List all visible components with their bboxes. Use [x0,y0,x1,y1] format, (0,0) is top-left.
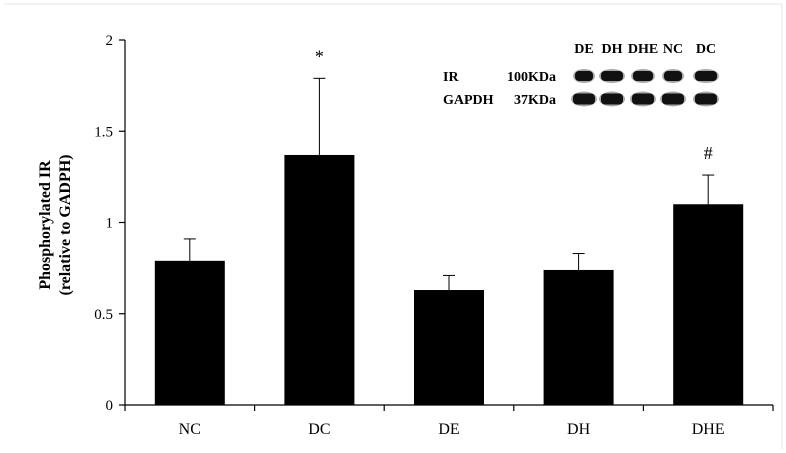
x-tick-label: DE [438,421,459,438]
y-axis-title-line2: (relative to GADPH) [57,155,74,296]
blot-bands [571,69,719,107]
x-tick-label: DC [308,421,330,438]
blot-band [633,71,653,81]
blot-lane-label: DC [696,42,716,57]
blot-band [575,71,593,81]
blot-band [601,71,623,81]
blot-protein-label: IR [443,70,459,85]
y-axis-title: Phosphorylated IR (relative to GADPH) [37,155,74,296]
y-tick-label: 0.5 [94,307,113,323]
blot-weight-label: 37KDa [514,93,556,108]
error-bars [183,77,715,291]
bar-dhe [673,204,744,405]
blot-lane-label: DE [574,42,593,57]
blot-weight-label: 100KDa [507,70,556,85]
bar-de [414,290,484,405]
y-tick-label: 1.5 [94,124,113,140]
blot-lane-labels: DE DH DHE NC DC [574,42,716,57]
x-axis-ticks: NC DC DE DH DHE [124,405,774,438]
bar-nc [154,260,225,405]
bar-dc [284,154,355,405]
y-axis-ticks: 0 0.5 1 1.5 2 [94,33,125,414]
y-tick-label: 2 [106,33,114,49]
blot-lane-label: DHE [628,42,658,57]
blot-row-labels: IR 100KDa GAPDH 37KDa [443,70,556,108]
x-tick-label: DHE [692,421,725,438]
blot-protein-label: GAPDH [443,93,494,108]
y-tick-label: 0 [106,398,114,414]
blot-band [664,71,682,81]
blot-band [695,93,717,105]
blot-band [573,93,595,105]
significance-annotations: *# [315,46,713,163]
blot-band [662,93,684,105]
western-blot-inset: DE DH DHE NC DC IR 100KDa GAPDH 37KDa [443,42,719,108]
blot-lane-label: NC [663,42,683,57]
blot-band [601,93,623,105]
significance-mark: * [315,46,324,66]
significance-mark: # [704,143,713,163]
bar-series [154,154,744,405]
blot-band [632,93,654,105]
y-tick-label: 1 [106,216,114,232]
bar-dh [543,269,614,405]
y-axis-title-line1: Phosphorylated IR [37,160,54,290]
x-tick-label: DH [567,421,591,438]
blot-band [695,71,717,81]
blot-lane-label: DH [602,42,623,57]
x-tick-label: NC [179,421,201,438]
